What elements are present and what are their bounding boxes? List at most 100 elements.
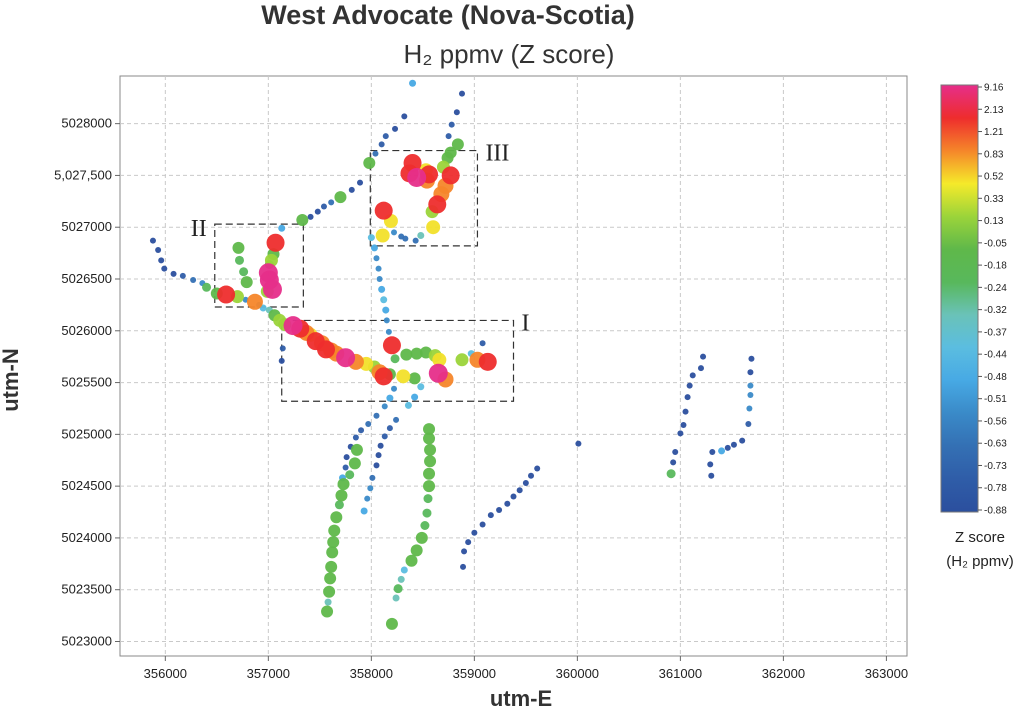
data-point bbox=[296, 213, 309, 226]
data-point bbox=[377, 442, 384, 449]
x-tick-label: 358000 bbox=[350, 666, 393, 681]
data-point bbox=[398, 233, 405, 240]
x-tick-label: 359000 bbox=[453, 666, 496, 681]
data-point bbox=[423, 494, 433, 504]
data-point bbox=[461, 548, 468, 555]
data-point bbox=[460, 563, 467, 570]
data-point bbox=[404, 401, 412, 409]
data-point bbox=[367, 234, 375, 242]
data-point bbox=[408, 372, 421, 385]
data-point bbox=[391, 229, 398, 236]
data-point bbox=[279, 345, 286, 352]
data-point bbox=[686, 382, 693, 389]
data-point bbox=[451, 138, 464, 151]
data-point bbox=[374, 201, 393, 220]
data-point bbox=[330, 511, 343, 524]
data-point bbox=[232, 241, 245, 254]
colorbar-tick-label: 0.52 bbox=[984, 172, 1004, 183]
data-point bbox=[453, 109, 460, 116]
colorbar-tick-label: -0.44 bbox=[984, 350, 1007, 361]
colorbar-tick-label: 0.33 bbox=[984, 194, 1004, 205]
data-point bbox=[358, 427, 365, 434]
data-point bbox=[386, 425, 393, 432]
data-point bbox=[345, 470, 355, 480]
data-point bbox=[724, 444, 731, 451]
data-point bbox=[390, 354, 400, 364]
y-tick-label: 5028000 bbox=[61, 116, 112, 131]
y-tick-label: 5023500 bbox=[61, 582, 112, 597]
data-point bbox=[428, 363, 448, 383]
data-point bbox=[149, 237, 156, 244]
data-point bbox=[423, 480, 436, 493]
data-points bbox=[149, 79, 755, 630]
data-point bbox=[374, 367, 393, 386]
data-point bbox=[352, 434, 359, 441]
data-point bbox=[373, 255, 380, 262]
data-point bbox=[393, 416, 400, 423]
data-point bbox=[307, 213, 314, 220]
data-point bbox=[682, 408, 689, 415]
data-point bbox=[672, 448, 679, 455]
data-point bbox=[534, 465, 541, 472]
colorbar-tick-label: -0.18 bbox=[984, 261, 1007, 272]
data-point bbox=[417, 383, 425, 391]
data-point bbox=[410, 347, 423, 360]
data-point bbox=[170, 270, 177, 277]
data-point bbox=[217, 285, 236, 304]
data-point bbox=[392, 594, 400, 602]
data-point bbox=[680, 422, 687, 429]
data-point bbox=[417, 232, 425, 239]
data-point bbox=[364, 495, 371, 502]
data-point bbox=[415, 531, 428, 544]
data-point bbox=[423, 467, 436, 480]
data-point bbox=[324, 598, 332, 606]
data-point bbox=[386, 394, 394, 402]
data-point bbox=[420, 521, 430, 530]
data-point bbox=[385, 617, 398, 630]
data-point bbox=[382, 336, 401, 355]
region-label-i: I bbox=[522, 310, 530, 336]
x-tick-label: 356000 bbox=[144, 666, 187, 681]
data-point bbox=[747, 392, 754, 398]
data-point bbox=[234, 255, 244, 265]
data-point bbox=[262, 279, 282, 299]
data-point bbox=[334, 500, 344, 510]
data-point bbox=[392, 125, 399, 132]
data-point bbox=[158, 257, 165, 264]
colorbar-tick-label: 2.13 bbox=[984, 105, 1004, 116]
x-tick-label: 360000 bbox=[556, 666, 599, 681]
data-point bbox=[350, 443, 363, 456]
data-point bbox=[393, 584, 403, 594]
data-point bbox=[730, 441, 737, 448]
data-point bbox=[383, 317, 390, 324]
data-point bbox=[432, 352, 447, 367]
x-tick-label: 357000 bbox=[247, 666, 290, 681]
data-point bbox=[670, 459, 677, 466]
data-point bbox=[746, 405, 753, 412]
data-point bbox=[666, 469, 676, 479]
data-point bbox=[407, 168, 427, 187]
y-tick-label: 5026500 bbox=[61, 271, 112, 286]
data-point bbox=[278, 357, 285, 364]
data-point bbox=[707, 461, 714, 468]
data-point bbox=[385, 328, 392, 335]
colorbar-tick-label: 1.21 bbox=[984, 127, 1004, 138]
x-tick-label: 361000 bbox=[659, 666, 702, 681]
data-point bbox=[709, 448, 716, 455]
data-point bbox=[748, 355, 755, 362]
data-point bbox=[369, 474, 376, 481]
data-point bbox=[405, 554, 418, 567]
data-point bbox=[528, 472, 535, 479]
data-point bbox=[190, 277, 197, 284]
colorbar-gradient bbox=[940, 84, 979, 513]
data-point bbox=[708, 472, 715, 479]
data-point bbox=[161, 265, 168, 272]
data-point bbox=[327, 536, 340, 549]
data-point bbox=[458, 90, 465, 97]
data-point bbox=[496, 506, 503, 513]
data-point bbox=[739, 437, 746, 444]
data-point bbox=[411, 393, 419, 401]
data-point bbox=[246, 293, 263, 310]
data-point bbox=[343, 454, 350, 461]
data-point bbox=[360, 507, 368, 515]
